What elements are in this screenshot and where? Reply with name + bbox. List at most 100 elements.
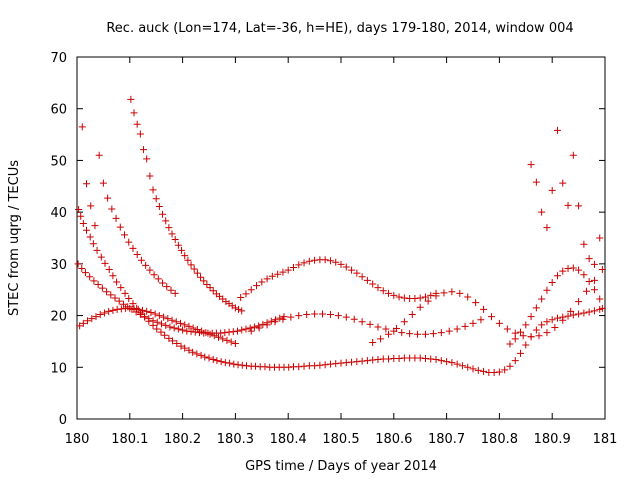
data-point — [105, 308, 112, 315]
data-point — [570, 152, 577, 159]
data-point — [137, 131, 144, 138]
data-point — [207, 284, 214, 291]
data-point — [396, 355, 403, 362]
data-point — [533, 179, 540, 186]
data-point — [464, 364, 471, 371]
data-point — [226, 329, 233, 336]
data-point — [172, 290, 179, 297]
data-point — [121, 231, 128, 238]
x-tick-label: 180.3 — [217, 432, 254, 447]
data-point — [353, 358, 360, 365]
data-point — [158, 320, 165, 327]
data-point — [239, 362, 246, 369]
data-point — [522, 321, 529, 328]
y-tick-label: 10 — [50, 361, 67, 376]
y-tick-label: 70 — [50, 51, 67, 66]
data-point — [327, 311, 334, 318]
data-point — [580, 241, 587, 248]
data-point — [496, 320, 503, 327]
data-point — [230, 328, 237, 335]
data-point — [210, 287, 217, 294]
data-point — [477, 316, 484, 323]
data-point — [116, 298, 123, 305]
x-tick-label: 180.7 — [428, 432, 465, 447]
data-point — [343, 359, 350, 366]
data-point — [369, 357, 376, 364]
data-point — [251, 323, 258, 330]
data-point — [127, 96, 134, 103]
data-point — [417, 304, 424, 311]
data-point — [440, 289, 447, 296]
data-point — [533, 304, 540, 311]
data-point — [538, 321, 545, 328]
y-tick-label: 40 — [50, 206, 67, 221]
data-point — [125, 295, 132, 302]
data-point — [549, 279, 556, 286]
data-point — [175, 242, 182, 249]
data-point — [77, 213, 84, 220]
data-point — [243, 362, 250, 369]
data-point — [159, 279, 166, 286]
data-point — [172, 236, 179, 243]
data-point — [422, 355, 429, 362]
data-point — [157, 329, 164, 336]
data-point — [454, 361, 461, 368]
data-point — [235, 306, 242, 313]
data-point — [276, 315, 283, 322]
data-point — [575, 298, 582, 305]
data-point — [401, 294, 408, 301]
data-point — [107, 291, 114, 298]
data-point — [90, 240, 97, 247]
data-point — [113, 278, 120, 285]
data-point — [125, 239, 132, 246]
data-point — [411, 295, 418, 302]
data-point — [311, 362, 318, 369]
data-point — [367, 321, 374, 328]
y-axis-label: STEC from uqrg / TECUs — [7, 160, 22, 316]
data-point — [322, 256, 329, 263]
data-point — [238, 327, 245, 334]
data-point — [94, 247, 101, 254]
data-point — [414, 331, 421, 338]
data-point — [351, 316, 358, 323]
data-point — [114, 306, 121, 313]
data-point — [335, 312, 342, 319]
data-point — [113, 215, 120, 222]
data-point — [171, 324, 178, 331]
data-point — [218, 358, 225, 365]
data-point — [456, 290, 463, 297]
data-point — [213, 357, 220, 364]
y-tick-label: 20 — [50, 310, 67, 325]
data-point — [512, 335, 519, 342]
data-point — [359, 273, 366, 280]
data-point — [433, 356, 440, 363]
data-point — [101, 309, 108, 316]
data-point — [253, 282, 260, 289]
data-point — [517, 350, 524, 357]
data-point — [543, 287, 550, 294]
data-point — [96, 152, 103, 159]
data-point — [87, 233, 94, 240]
data-point — [583, 288, 590, 295]
data-point — [551, 324, 558, 331]
data-point — [575, 311, 582, 318]
data-point — [327, 361, 334, 368]
data-point — [248, 286, 255, 293]
data-point — [586, 308, 593, 315]
data-point — [348, 267, 355, 274]
data-point — [156, 203, 163, 210]
data-point — [559, 180, 566, 187]
data-point — [306, 258, 313, 265]
data-point — [117, 284, 124, 291]
data-point — [374, 284, 381, 291]
data-point — [417, 354, 424, 361]
data-point — [543, 224, 550, 231]
data-point — [100, 180, 107, 187]
x-tick-label: 180.5 — [322, 432, 359, 447]
data-point — [75, 260, 82, 267]
data-point — [178, 247, 185, 254]
data-point — [448, 288, 455, 295]
data-point — [285, 364, 292, 371]
data-point — [586, 278, 593, 285]
data-point — [591, 277, 598, 284]
